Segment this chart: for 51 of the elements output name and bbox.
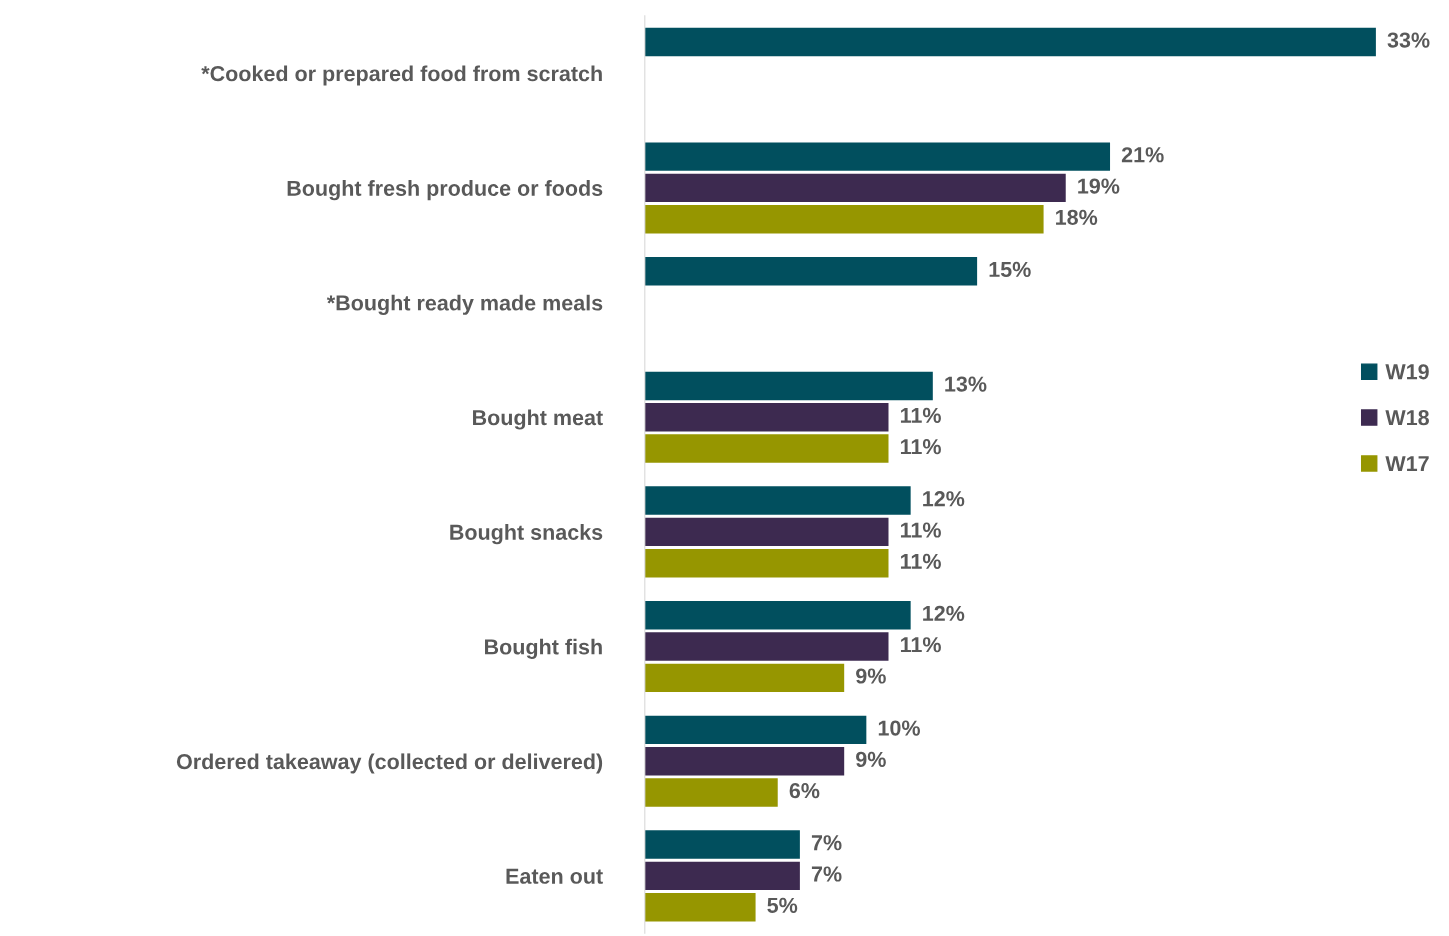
bar [644, 830, 800, 859]
y-tick-label: Bought meat [473, 409, 603, 430]
data-label: 15% [989, 261, 1031, 278]
y-tick-label: Ordered takeaway (collected or delivered) [176, 753, 603, 774]
data-label: 9% [856, 668, 886, 684]
bar [644, 632, 889, 661]
bar [644, 371, 933, 401]
bar [644, 517, 889, 547]
bar [644, 548, 889, 578]
bar [644, 892, 756, 922]
bar [644, 663, 845, 693]
y-tick-label: Eaten out [506, 868, 603, 884]
data-label: 18% [1056, 209, 1098, 225]
bar [644, 746, 845, 776]
bar [644, 861, 800, 891]
bar [644, 173, 1066, 203]
y-tick-label: *Cooked or prepared food from scratch [201, 65, 602, 86]
y-tick-label: *Bought ready made meals [326, 294, 603, 315]
data-label: 6% [789, 783, 820, 799]
bar [644, 715, 867, 745]
data-label: 10% [878, 720, 920, 736]
bar [644, 403, 889, 432]
bar [644, 778, 778, 807]
data-label: 33% [1387, 32, 1430, 48]
data-label: 7% [811, 835, 842, 851]
data-label: 12% [923, 491, 965, 507]
bar [644, 204, 1044, 234]
y-tick-label: Bought snacks [450, 524, 603, 545]
data-label: 11% [900, 439, 941, 455]
data-label: 11% [900, 637, 941, 653]
y-tick-label: Bought fresh produce or foods [287, 180, 603, 201]
data-label: 5% [767, 897, 798, 913]
legend-label: W19 [1385, 364, 1429, 380]
data-label: 12% [923, 605, 965, 621]
bar [644, 27, 1376, 57]
bar [644, 601, 911, 630]
data-label: 19% [1078, 178, 1120, 194]
data-label: 9% [856, 751, 886, 767]
data-label: 7% [811, 866, 842, 882]
legend-label: W17 [1385, 456, 1429, 471]
data-label: 11% [900, 553, 941, 569]
data-label: 11% [900, 522, 941, 538]
bar [644, 486, 911, 515]
y-tick-label: Bought fish [485, 638, 602, 659]
data-label: 11% [900, 407, 941, 423]
bar [644, 257, 978, 286]
data-label: 13% [945, 376, 987, 392]
bar [644, 142, 1111, 171]
bar [644, 434, 889, 463]
data-label: 21% [1121, 147, 1164, 163]
legend-label: W18 [1385, 410, 1429, 426]
